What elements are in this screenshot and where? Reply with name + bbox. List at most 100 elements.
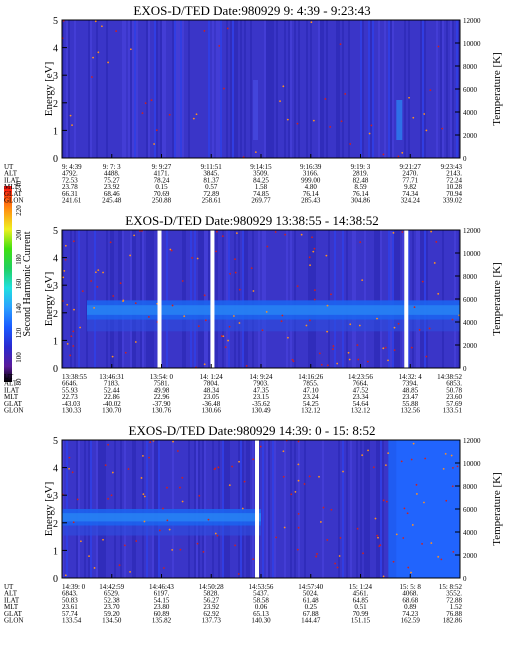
table-cell: 7394.: [402, 380, 418, 388]
y2-tick-label: 4000: [463, 319, 478, 327]
table-cell: 258.61: [202, 197, 222, 205]
y2-tick-label: 10000: [463, 250, 481, 258]
colorbar-gradient: [4, 186, 12, 382]
table-cell: 1.58: [255, 183, 268, 191]
table-cell: 285.43: [301, 197, 321, 205]
table-cell: 70.99: [353, 610, 369, 618]
table-cell: 6529.: [104, 590, 120, 598]
table-cell: 72.89: [203, 190, 219, 198]
table-cell: 13:38:55: [62, 373, 87, 381]
y-tick-label: 5: [53, 16, 58, 27]
table-row-label: GLAT: [4, 610, 23, 618]
table-cell: 140.30: [251, 617, 271, 625]
panel-1: EXOS-D/TED Date:980929 9: 4:39 - 9:23:43…: [4, 3, 503, 205]
table-cell: 23.92: [104, 183, 120, 191]
table-cell: 23.34: [353, 393, 369, 401]
table-cell: 7183.: [104, 380, 120, 388]
y-tick-label: 4: [53, 464, 58, 475]
y2-tick-label: 12000: [463, 17, 481, 25]
table-cell: 72.88: [446, 596, 462, 604]
table-cell: 6646.: [62, 380, 78, 388]
table-cell: 76.14: [303, 190, 319, 198]
table-cell: 9:16:39: [300, 163, 322, 171]
table-cell: 130.66: [202, 407, 222, 415]
table-cell: -35.62: [252, 400, 271, 408]
table-cell: 14:23:56: [348, 373, 373, 381]
table-cell: 75.27: [104, 176, 120, 184]
table-cell: 2470.: [402, 170, 418, 178]
table-cell: 151.15: [351, 617, 371, 625]
table-cell: 7903.: [253, 380, 269, 388]
table-cell: 0.51: [354, 603, 367, 611]
y2-tick-label: 8000: [463, 273, 478, 281]
table-cell: 14:39: 0: [62, 583, 86, 591]
y2-tick-label: 0: [463, 365, 467, 373]
table-cell: 304.86: [351, 197, 371, 205]
table-cell: 4792.: [62, 170, 78, 178]
table-cell: 0.25: [305, 603, 318, 611]
table-cell: 61.48: [303, 596, 319, 604]
y2-tick-label: 6000: [463, 506, 478, 514]
table-cell: 14:46:43: [149, 583, 174, 591]
table-row-label: ALT: [4, 590, 18, 598]
y-tick-label: 0: [53, 364, 58, 375]
table-cell: 6843.: [62, 590, 78, 598]
table-cell: 1.52: [450, 603, 463, 611]
table-cell: 6853.: [446, 380, 462, 388]
table-cell: 0.15: [155, 183, 168, 191]
y-tick-label: 4: [53, 44, 58, 55]
table-cell: 52.38: [104, 596, 120, 604]
table-row-label: ILAT: [4, 386, 20, 394]
table-cell: 6197.: [154, 590, 170, 598]
table-cell: 23.92: [203, 603, 219, 611]
table-cell: 241.61: [62, 197, 82, 205]
colorbar: 80 100 120 140 160 180 200 220 240 Second Harmon…: [4, 180, 33, 386]
table-row-label: GLAT: [4, 190, 23, 198]
table-cell: 7581.: [154, 380, 170, 388]
table-cell: 57.74: [62, 610, 78, 618]
table-cell: 49.98: [154, 386, 170, 394]
table-cell: 60.89: [154, 610, 170, 618]
table-cell: 133.51: [443, 407, 463, 415]
table-cell: 50.78: [446, 386, 462, 394]
table-cell: 58.58: [253, 596, 269, 604]
table-cell: 70.69: [154, 190, 170, 198]
table-row-label: GLON: [4, 617, 23, 625]
y2-tick-label: 2000: [463, 552, 478, 560]
table-cell: 9: 4:39: [62, 163, 82, 171]
table-cell: 14:32: 4: [399, 373, 423, 381]
table-cell: 66.31: [62, 190, 78, 198]
colorbar-tick-label: 100: [15, 352, 23, 363]
table-cell: 0.06: [255, 603, 268, 611]
table-cell: 14:16:26: [298, 373, 323, 381]
y2-tick-label: 10000: [463, 40, 481, 48]
colorbar-tick-label: 80: [15, 378, 23, 386]
y-tick-label: 1: [53, 546, 58, 557]
table-cell: 48.85: [402, 386, 418, 394]
panel-3-ylabel: Energy [eV]: [43, 482, 55, 536]
table-cell: 14:42:59: [99, 583, 124, 591]
table-cell: 9.82: [404, 183, 417, 191]
table-cell: 130.49: [251, 407, 271, 415]
panel-1-y2label: Temperature [K]: [491, 52, 503, 125]
table-cell: 15: 5: 8: [400, 583, 422, 591]
panel-2-ylabel: Energy [eV]: [43, 272, 55, 326]
panel-2: EXOS-D/TED Date:980929 13:38:55 - 14:38:…: [4, 213, 503, 415]
table-cell: -37.90: [152, 400, 171, 408]
table-cell: 182.86: [443, 617, 463, 625]
colorbar-tick-label: 200: [15, 229, 23, 240]
y2-tick-label: 0: [463, 575, 467, 583]
panel-3-y2label: Temperature [K]: [491, 472, 503, 545]
y2-tick-label: 2000: [463, 342, 478, 350]
table-cell: 10.28: [446, 183, 462, 191]
y-tick-label: 5: [53, 436, 58, 447]
y2-tick-label: 10000: [463, 460, 481, 468]
table-cell: 68.68: [402, 596, 418, 604]
y2-tick-label: 8000: [463, 63, 478, 71]
y2-tick-label: 6000: [463, 86, 478, 94]
y2-tick-label: 6000: [463, 296, 478, 304]
table-cell: 22.73: [62, 393, 78, 401]
table-cell: 14: 1:24: [200, 373, 224, 381]
panel-1-title: EXOS-D/TED Date:980929 9: 4:39 - 9:23:43: [133, 3, 370, 18]
